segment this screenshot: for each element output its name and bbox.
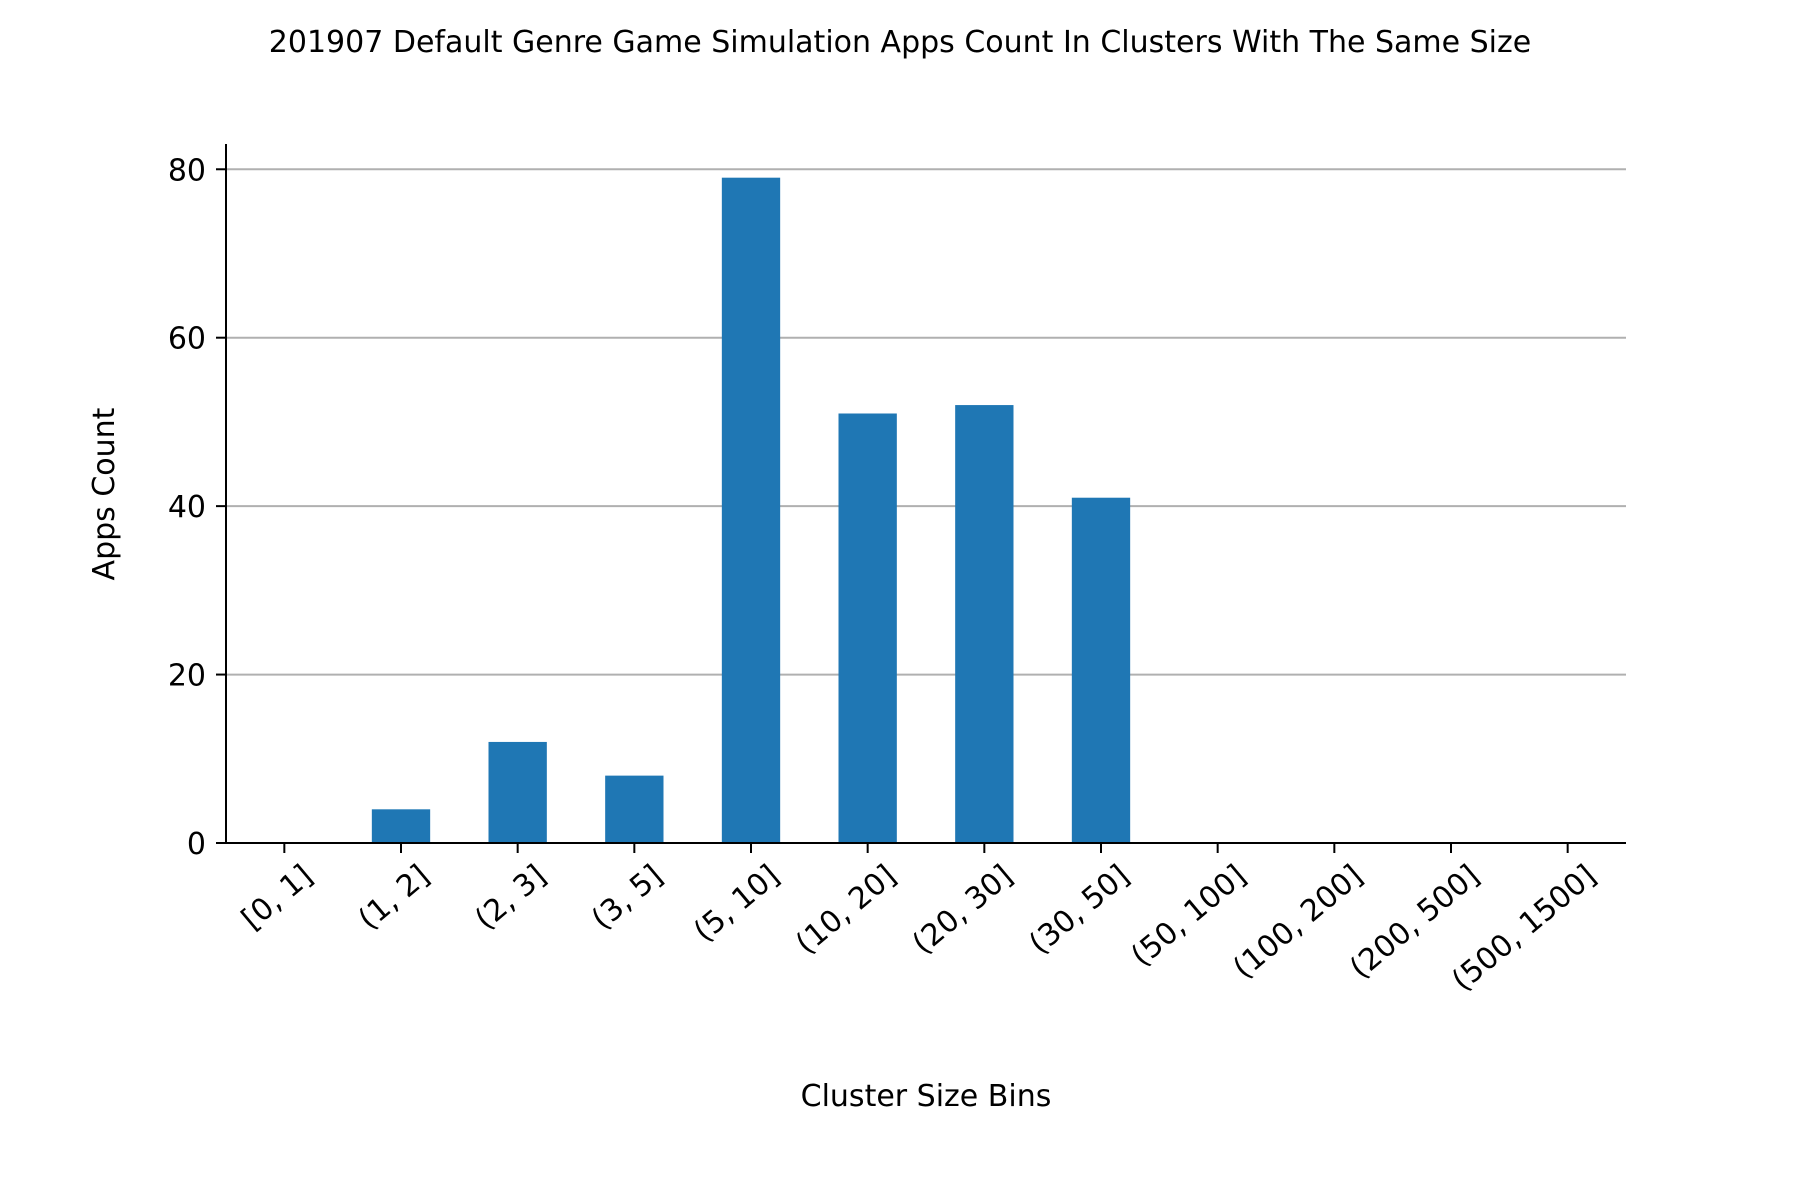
- y-tick-label: 0: [187, 827, 206, 862]
- x-tick-label: (5, 10]: [687, 858, 786, 949]
- bar: [838, 413, 897, 843]
- x-tick-label: (3, 5]: [585, 858, 669, 937]
- x-ticks: [0, 1] (1, 2] (2, 3] (3, 5] (5, 10] (10, 20](…: [235, 843, 1603, 998]
- axes: [225, 144, 1626, 844]
- x-tick-label: (20, 30]: [906, 858, 1020, 961]
- x-tick-label: (1, 2]: [352, 858, 436, 937]
- bar: [605, 775, 664, 843]
- y-tick-label: 20: [168, 659, 206, 694]
- y-ticks: 0 20 40 60 80: [168, 153, 226, 862]
- x-axis-label: Cluster Size Bins: [801, 1079, 1052, 1114]
- bars: [371, 177, 1131, 843]
- bar: [371, 809, 431, 843]
- bar: [955, 405, 1014, 843]
- y-tick-label: 80: [168, 153, 206, 188]
- bar: [1071, 497, 1131, 843]
- x-tick-label: [0, 1]: [235, 858, 319, 937]
- bar: [488, 741, 547, 843]
- chart-title: 201907 Default Genre Game Simulation App…: [269, 25, 1531, 60]
- x-tick-label: (30, 50]: [1023, 858, 1137, 961]
- x-tick-label: (100, 200]: [1227, 858, 1370, 986]
- x-tick-label: (2, 3]: [469, 858, 553, 937]
- bar: [721, 177, 781, 843]
- y-axis-label: Apps Count: [87, 407, 122, 580]
- x-tick-label: (10, 20]: [789, 858, 903, 961]
- y-tick-label: 60: [168, 322, 206, 357]
- y-tick-label: 40: [168, 490, 206, 525]
- gridlines: [226, 168, 1626, 676]
